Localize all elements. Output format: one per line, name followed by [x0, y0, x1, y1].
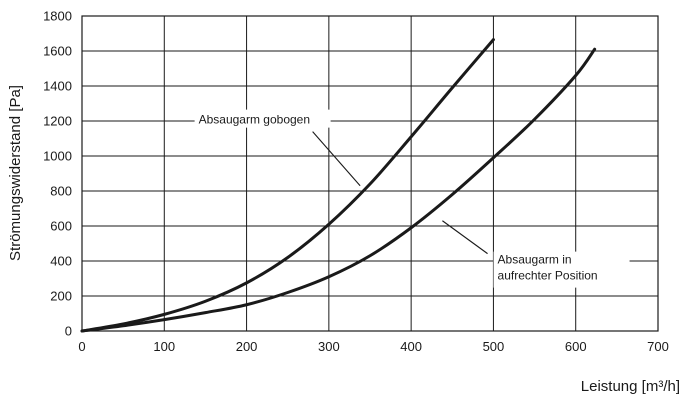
y-tick-label: 1200: [43, 114, 72, 129]
y-tick-label: 1000: [43, 149, 72, 164]
y-tick-label: 800: [50, 184, 72, 199]
annotation-bg: [493, 251, 630, 288]
x-tick-label: 500: [483, 339, 505, 354]
annotation-label: aufrechter Position: [498, 269, 598, 283]
plot-frame: [81, 15, 659, 332]
x-tick-label: 700: [647, 339, 669, 354]
annotation-leader: [442, 220, 488, 255]
y-axis-title: Strömungswiderstand [Pa]: [7, 85, 24, 261]
x-tick-label: 400: [400, 339, 422, 354]
x-tick-label: 100: [153, 339, 175, 354]
annotation-leader: [312, 131, 361, 187]
y-tick-label: 1400: [43, 79, 72, 94]
y-tick-label: 1600: [43, 44, 72, 59]
annotation-bg: [194, 109, 331, 128]
x-tick-label: 300: [318, 339, 340, 354]
series-group: [80, 38, 597, 333]
y-tick-label: 400: [50, 254, 72, 269]
y-tick-label: 600: [50, 219, 72, 234]
annotation-label: Absaugarm gobogen: [199, 113, 310, 127]
y-tick-label: 1800: [43, 9, 72, 24]
grid: [81, 15, 659, 332]
series-line-1: [80, 47, 597, 333]
x-tick-label: 200: [236, 339, 258, 354]
annotations: Absaugarm gobogen Absaugarm in aufrechter …: [194, 109, 630, 288]
y-tick-label: 200: [50, 289, 72, 304]
series-line-0: [80, 38, 495, 333]
x-tick-label: 600: [565, 339, 587, 354]
annotation-label: Absaugarm in: [498, 253, 572, 267]
tick-labels: 0 100 200 300 400 500 600 700 0 200 400 600 800 1000 1…: [43, 9, 669, 355]
x-axis-title: Leistung [m³/h]: [581, 378, 680, 395]
x-tick-label: 0: [78, 339, 85, 354]
y-tick-label: 0: [65, 324, 72, 339]
